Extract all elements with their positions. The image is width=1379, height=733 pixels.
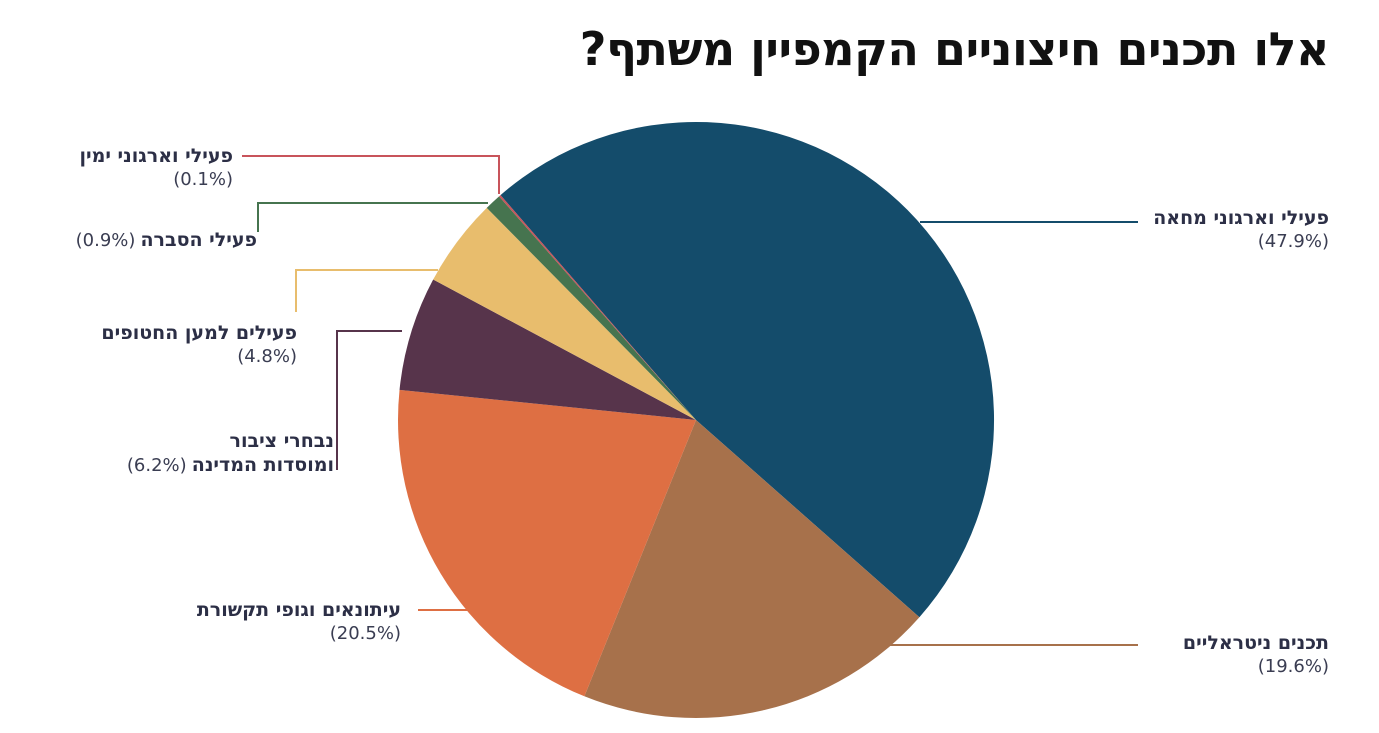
leader-line-hostages	[295, 269, 438, 312]
pie-slice-right	[499, 195, 696, 420]
label-hostages: פעילים למען החטופים (4.8%)	[101, 322, 297, 368]
label-neutral: תכנים ניטראליים (19.6%)	[1183, 632, 1329, 678]
leader-line-hasbara	[257, 202, 488, 232]
label-hostages-name: פעילים למען החטופים	[101, 322, 297, 344]
label-protest: פעילי וארגוני מחאה (47.9%)	[1153, 207, 1329, 253]
label-right-name: פעילי וארגוני ימין	[79, 145, 233, 167]
label-officials-name2: ומוסדות המדינה	[191, 453, 334, 476]
label-media-name: עיתונאים וגופי תקשורת	[196, 599, 401, 621]
pie-slice-protest	[500, 121, 995, 618]
label-protest-name: פעילי וארגוני מחאה	[1153, 207, 1329, 229]
chart-title: אלו תכנים חיצוניים הקמפיין משתף?	[579, 22, 1330, 76]
leader-line-right	[242, 155, 500, 194]
label-officials: נבחרי ציבור ומוסדות המדינה (6.2%)	[127, 430, 334, 478]
label-hasbara-name: פעילי הסברה	[140, 229, 258, 251]
label-protest-percent: (47.9%)	[1257, 230, 1329, 252]
label-hasbara-percent: (0.9%)	[75, 230, 136, 251]
label-hostages-percent: (4.8%)	[237, 345, 297, 367]
label-media: עיתונאים וגופי תקשורת (20.5%)	[197, 599, 401, 645]
label-neutral-name: תכנים ניטראליים	[1182, 632, 1329, 654]
label-officials-name: נבחרי ציבור	[229, 430, 334, 452]
label-right-percent: (0.1%)	[173, 168, 233, 190]
label-officials-percent: (6.2%)	[126, 454, 187, 476]
label-right: פעילי וארגוני ימין (0.1%)	[79, 145, 233, 191]
pie-slice-hostages	[433, 207, 696, 420]
label-neutral-percent: (19.6%)	[1257, 655, 1329, 677]
pie-slice-media	[398, 389, 696, 697]
pie-slice-hasbara	[486, 196, 696, 420]
label-hasbara: פעילי הסברה (0.9%)	[76, 229, 257, 253]
pie-slice-officials	[399, 279, 696, 420]
pie-slice-neutral	[584, 420, 920, 719]
leader-line-officials	[336, 330, 402, 470]
label-media-percent: (20.5%)	[329, 622, 401, 644]
